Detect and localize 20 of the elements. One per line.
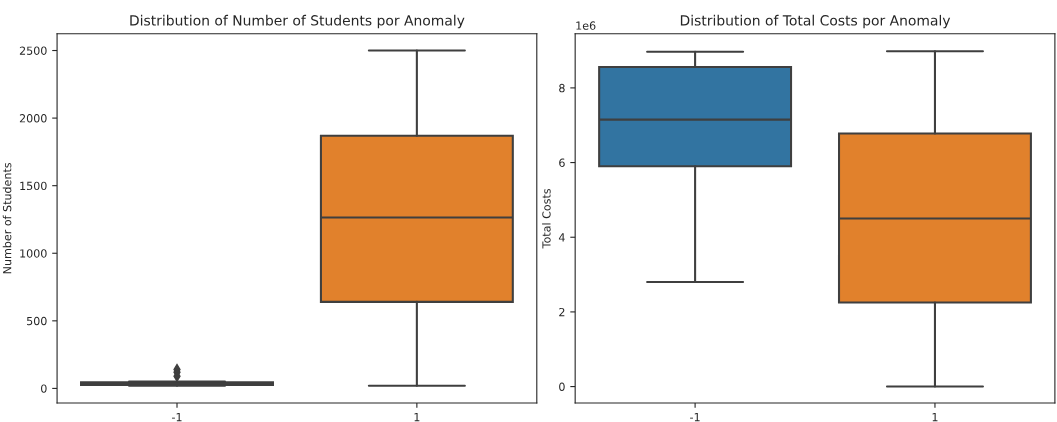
chart-title: Distribution of Number of Students por Anomaly <box>130 14 465 29</box>
x-tick-label: -1 <box>690 413 700 422</box>
y-axis-title: Number of Students <box>2 162 12 274</box>
y-tick-label: 6 <box>559 158 565 167</box>
y-tick-label: 2500 <box>19 46 47 55</box>
y-tick-label: 500 <box>27 316 47 326</box>
text: 1e6 <box>576 21 596 30</box>
chart-title: Distribution of Total Costs por Anomaly <box>680 14 951 29</box>
x-tick-label: 1 <box>932 413 938 422</box>
y-tick-label: 2 <box>559 307 565 317</box>
x-tick-label: 1 <box>414 413 420 422</box>
y-tick-label: 0 <box>41 384 47 393</box>
y-tick-label: 4 <box>558 233 565 242</box>
y-axis-title: Total Costs <box>542 188 551 249</box>
x-tick-label: -1 <box>172 413 182 422</box>
y-tick-label: 8 <box>559 83 565 93</box>
y-tick-label: 1500 <box>20 181 47 191</box>
y-tick-label: 1000 <box>20 249 47 258</box>
y-tick-label: 0 <box>559 382 565 391</box>
y-tick-label: 2000 <box>19 114 47 123</box>
